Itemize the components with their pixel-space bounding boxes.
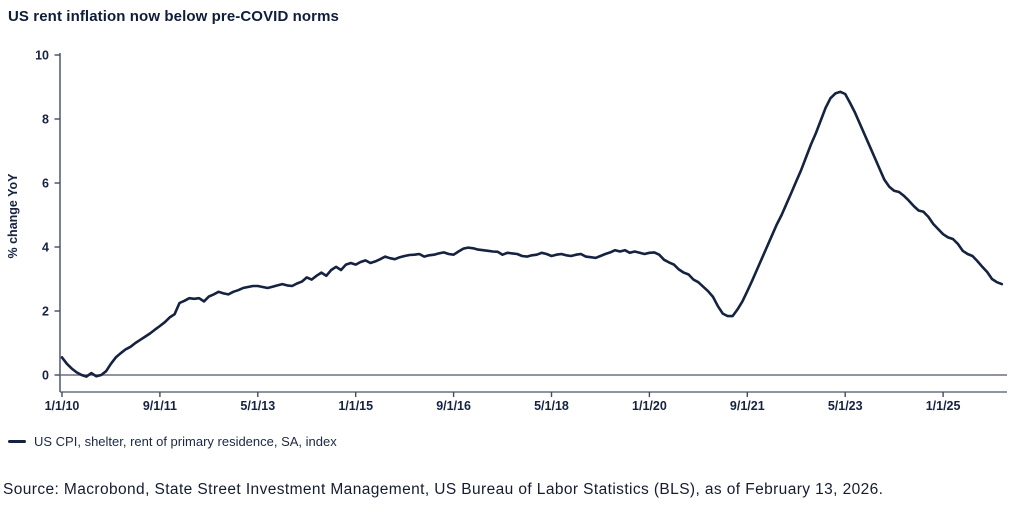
x-tick-label: 5/1/13 [240, 399, 275, 413]
legend-series-label: US CPI, shelter, rent of primary residen… [34, 433, 337, 449]
x-axis-ticks: 1/1/10 9/1/11 5/1/13 1/1/15 9/1/16 5/1/18 1/1/… [45, 392, 961, 413]
legend: US CPI, shelter, rent of primary residen… [8, 433, 337, 449]
y-tick-label: 8 [42, 113, 49, 127]
x-tick-label: 1/1/15 [338, 399, 373, 413]
y-tick-label: 10 [35, 49, 49, 63]
x-tick-label: 5/1/18 [534, 399, 569, 413]
y-axis-ticks: 0 2 4 6 8 10 [35, 49, 60, 383]
y-tick-label: 2 [42, 305, 49, 319]
x-tick-label: 9/1/11 [143, 399, 177, 413]
y-tick-label: 6 [42, 177, 49, 191]
chart-title: US rent inflation now below pre-COVID no… [8, 8, 339, 25]
y-tick-label: 0 [42, 369, 49, 383]
x-tick-label: 9/1/21 [730, 399, 765, 413]
x-tick-label: 9/1/16 [436, 399, 471, 413]
cpi-rent-series-line [60, 90, 1004, 378]
y-tick-label: 4 [42, 241, 49, 255]
x-tick-label: 1/1/10 [45, 399, 80, 413]
source-attribution: Source: Macrobond, State Street Investme… [3, 481, 884, 498]
x-tick-label: 1/1/20 [632, 399, 667, 413]
x-tick-label: 5/1/23 [828, 399, 863, 413]
series-group [60, 90, 1004, 378]
legend-line-swatch-icon [8, 439, 26, 443]
y-axis-title: % change YoY [6, 173, 20, 259]
x-tick-label: 1/1/25 [926, 399, 961, 413]
